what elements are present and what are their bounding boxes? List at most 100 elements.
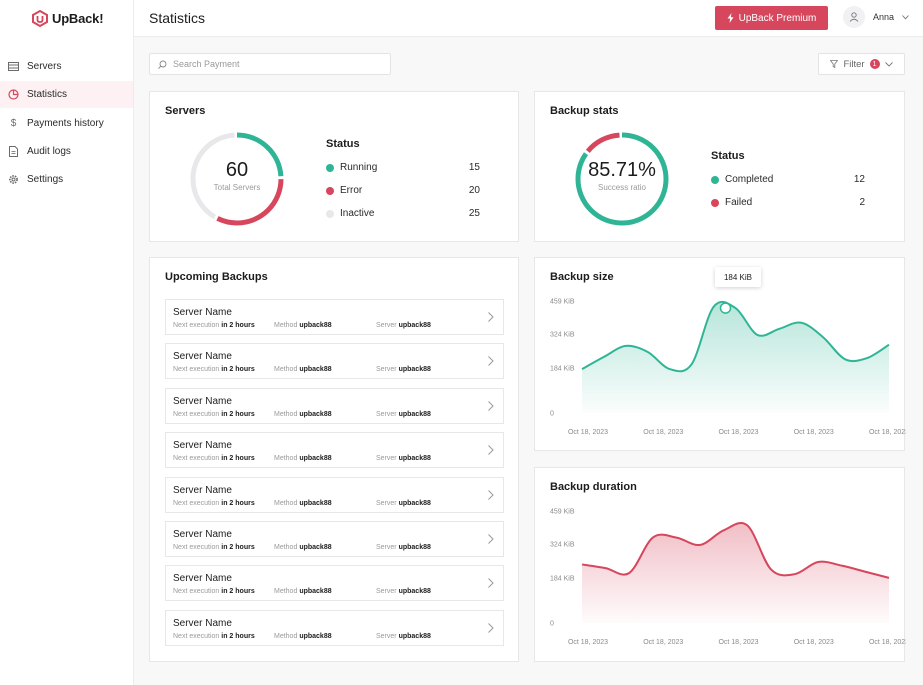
search-box bbox=[149, 53, 391, 75]
backup-server: Server upback88 bbox=[376, 632, 431, 640]
document-icon bbox=[8, 145, 19, 157]
backup-duration-chart-y-tick: 184 KiB bbox=[550, 576, 575, 583]
backup-duration-chart-y-tick: 324 KiB bbox=[550, 541, 575, 548]
lightning-icon bbox=[727, 13, 734, 23]
backup-size-chart-y-tick: 184 KiB bbox=[550, 366, 575, 373]
backup-server: Server upback88 bbox=[376, 455, 431, 463]
chevron-right-icon bbox=[488, 400, 494, 411]
backup-item[interactable]: Server Name Next execution in 2 hours Me… bbox=[165, 387, 504, 424]
status-label: Failed bbox=[725, 197, 753, 208]
status-label: Inactive bbox=[340, 208, 375, 219]
backup-server-name: Server Name bbox=[173, 484, 232, 496]
backup-ratio-donut-chart bbox=[575, 132, 669, 226]
backup-duration-chart-x-tick: Oct 18, 2023 bbox=[718, 639, 758, 646]
user-menu[interactable]: Anna bbox=[843, 6, 909, 28]
top-bar: Statistics UpBack Premium Anna bbox=[134, 0, 923, 37]
backup-server: Server upback88 bbox=[376, 588, 431, 596]
backup-size-chart-x-tick: Oct 18, 2023 bbox=[643, 429, 683, 436]
backup-duration-chart-x-tick: Oct 18, 2023 bbox=[869, 639, 906, 646]
backup-next-execution: Next execution in 2 hours bbox=[173, 544, 255, 551]
backup-method: Method upback88 bbox=[274, 410, 332, 418]
backup-duration-chart-x-tick: Oct 18, 2023 bbox=[643, 639, 683, 646]
card-title: Backup stats bbox=[550, 105, 619, 117]
upback-premium-button[interactable]: UpBack Premium bbox=[715, 6, 828, 30]
backup-item[interactable]: Server Name Next execution in 2 hours Me… bbox=[165, 609, 504, 646]
backup-next-execution: Next execution in 2 hours bbox=[173, 410, 255, 418]
completed-dot bbox=[711, 175, 719, 184]
backup-size-chart-y-tick: 0 bbox=[550, 411, 554, 418]
sidebar-item-label: Audit logs bbox=[27, 145, 71, 157]
backup-next-execution: Next execution in 2 hours bbox=[173, 588, 255, 596]
sidebar-item-settings[interactable]: Settings bbox=[0, 166, 133, 193]
status-title: Status bbox=[711, 150, 745, 162]
sidebar: UpBack! Servers Statistics $ Payments hi… bbox=[0, 0, 134, 685]
sidebar-item-audit-logs[interactable]: Audit logs bbox=[0, 138, 133, 165]
backup-donut-segment-completed bbox=[575, 132, 669, 226]
backup-size-chart-line bbox=[581, 300, 890, 373]
sidebar-item-label: Settings bbox=[27, 174, 64, 186]
backup-method: Method upback88 bbox=[274, 499, 332, 507]
backup-duration-chart-area-fill bbox=[582, 522, 889, 623]
backup-size-chart-x-tick: Oct 18, 2023 bbox=[718, 429, 758, 436]
backup-next-execution: Next execution in 2 hours bbox=[173, 632, 255, 640]
backup-duration-chart-line bbox=[581, 521, 890, 579]
sidebar-item-servers[interactable]: Servers bbox=[0, 53, 133, 80]
backup-next-execution: Next execution in 2 hours bbox=[173, 322, 255, 329]
backup-server-name: Server Name bbox=[173, 440, 232, 452]
status-row-error: Error 20 bbox=[326, 185, 480, 196]
server-icon bbox=[8, 61, 19, 72]
logo-icon bbox=[32, 10, 48, 27]
backup-server: Server upback88 bbox=[376, 544, 431, 551]
status-count: 25 bbox=[468, 208, 480, 219]
pie-chart-icon bbox=[8, 89, 19, 100]
chevron-right-icon bbox=[488, 445, 494, 456]
app-logo[interactable]: UpBack! bbox=[32, 10, 104, 27]
backup-item[interactable]: Server Name Next execution in 2 hours Me… bbox=[165, 432, 504, 469]
backup-method: Method upback88 bbox=[274, 588, 332, 596]
chevron-right-icon bbox=[488, 622, 494, 633]
backup-server-name: Server Name bbox=[173, 573, 232, 585]
backup-item[interactable]: Server Name Next execution in 2 hours Me… bbox=[165, 521, 504, 557]
servers-donut-segment-running bbox=[190, 132, 284, 226]
backup-method: Method upback88 bbox=[274, 455, 332, 463]
status-row-running: Running 15 bbox=[326, 162, 480, 173]
chart-title: Backup size bbox=[550, 271, 614, 283]
backup-size-chart-y-tick: 459 KiB bbox=[550, 299, 575, 306]
backup-stats-card: Backup stats 85.71% Success ratio Status… bbox=[534, 91, 905, 242]
dollar-icon: $ bbox=[10, 117, 17, 129]
funnel-icon bbox=[830, 60, 839, 68]
chevron-right-icon bbox=[488, 489, 494, 500]
backup-item[interactable]: Server Name Next execution in 2 hours Me… bbox=[165, 565, 504, 602]
user-icon bbox=[849, 12, 859, 22]
servers-card: Servers 60 Total Servers Status Running … bbox=[149, 91, 519, 242]
app-name: UpBack! bbox=[52, 11, 104, 26]
status-label: Completed bbox=[725, 174, 774, 185]
chart-title: Backup duration bbox=[550, 481, 637, 493]
servers-donut-chart bbox=[190, 132, 284, 226]
backup-server: Server upback88 bbox=[376, 499, 431, 507]
sidebar-item-payments-history[interactable]: $ Payments history bbox=[0, 110, 133, 137]
backup-method: Method upback88 bbox=[274, 366, 332, 374]
backup-item[interactable]: Server Name Next execution in 2 hours Me… bbox=[165, 343, 504, 380]
filter-button[interactable]: Filter 1 bbox=[818, 53, 905, 75]
servers-donut-segment-inactive bbox=[190, 132, 284, 226]
backup-item[interactable]: Server Name Next execution in 2 hours Me… bbox=[165, 299, 504, 335]
backup-size-chart-hover-point[interactable] bbox=[719, 302, 732, 314]
chevron-right-icon bbox=[488, 534, 494, 544]
backup-method: Method upback88 bbox=[274, 322, 332, 329]
backup-server: Server upback88 bbox=[376, 410, 431, 418]
status-row-inactive: Inactive 25 bbox=[326, 208, 480, 219]
backup-server-name: Server Name bbox=[173, 617, 232, 629]
backup-server-name: Server Name bbox=[173, 351, 232, 363]
backup-size-chart-x-tick: Oct 18, 2023 bbox=[568, 429, 608, 436]
avatar bbox=[843, 6, 865, 28]
backup-duration-chart-y-tick: 459 KiB bbox=[550, 509, 575, 516]
sidebar-item-statistics[interactable]: Statistics bbox=[0, 81, 133, 109]
user-name: Anna bbox=[873, 12, 895, 22]
backup-item[interactable]: Server Name Next execution in 2 hours Me… bbox=[165, 476, 504, 513]
search-input[interactable] bbox=[173, 59, 373, 69]
failed-dot bbox=[711, 198, 719, 207]
status-count: 2 bbox=[859, 197, 865, 208]
search-icon bbox=[158, 60, 167, 69]
backup-size-card: Backup size 459 KiB 324 KiB 184 KiB 0 Oct 18… bbox=[534, 257, 906, 451]
